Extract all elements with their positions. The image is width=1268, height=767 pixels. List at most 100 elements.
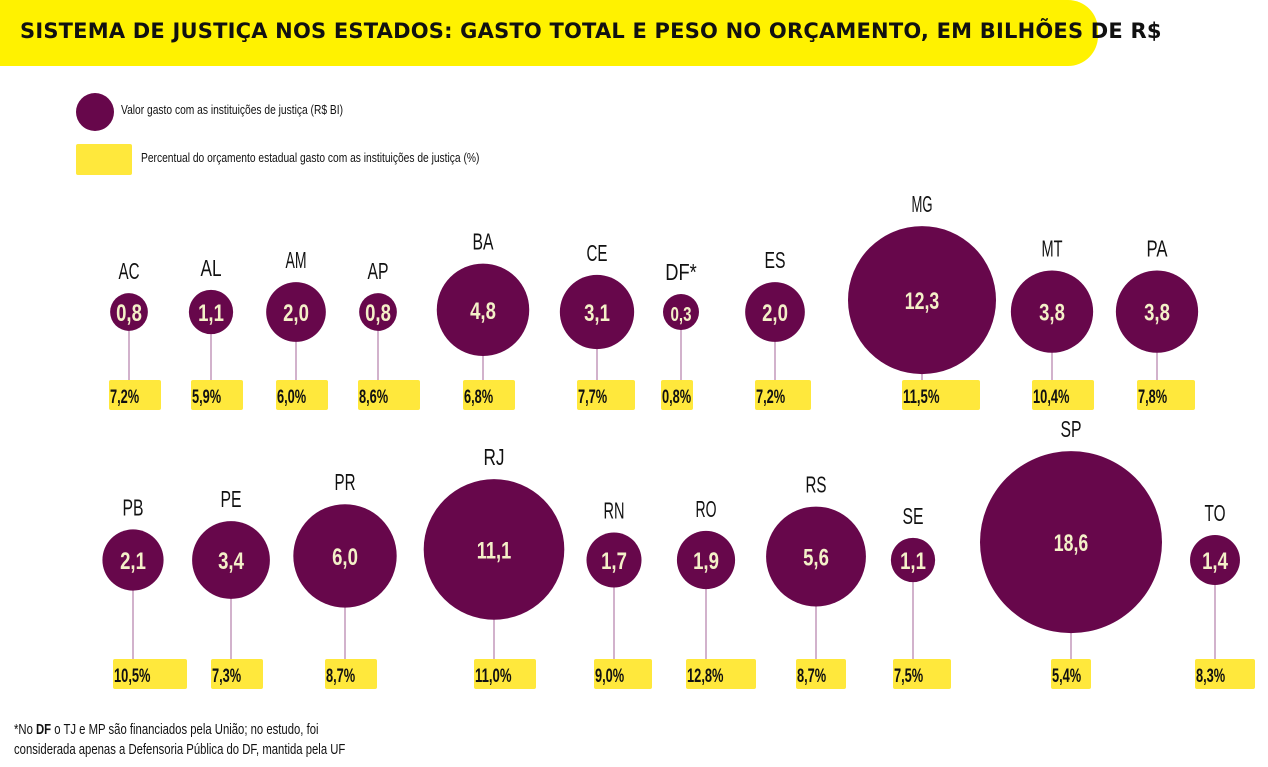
pct-box (796, 659, 846, 689)
pct-box (463, 380, 515, 410)
pct-box (1137, 380, 1195, 410)
state-label: SE (903, 503, 924, 529)
state-label: AM (286, 247, 307, 273)
value-label: 2,1 (120, 548, 146, 575)
state-label: PB (123, 494, 144, 520)
bubble-rs (766, 506, 866, 607)
state-label: MT (1042, 235, 1063, 261)
state-label: DF* (665, 259, 697, 285)
value-label: 11,1 (477, 537, 511, 564)
bubble-mg (848, 226, 996, 375)
pct-box (755, 380, 811, 410)
bubble-mt (1010, 270, 1094, 353)
value-label: 1,1 (198, 300, 224, 327)
value-label: 4,8 (470, 298, 496, 325)
footnote-bold: DF (36, 722, 52, 738)
bubble-ce (559, 274, 635, 350)
value-label: 3,8 (1144, 300, 1170, 327)
state-label: RJ (484, 444, 505, 470)
bubble-to (1190, 535, 1240, 585)
pct-label: 8,7% (326, 666, 355, 687)
pct-box (1195, 659, 1255, 689)
state-label: AP (368, 258, 389, 284)
value-label: 2,0 (762, 300, 788, 327)
bubble-pb (102, 529, 164, 591)
pct-box (902, 380, 980, 410)
bubble-se (890, 537, 936, 583)
pct-label: 8,6% (359, 387, 388, 408)
state-label: TO (1205, 500, 1226, 526)
legend-circle-swatch (76, 93, 114, 131)
pct-box (577, 380, 635, 410)
state-label: PR (335, 469, 356, 495)
pct-label: 5,9% (192, 387, 221, 408)
pct-label: 6,0% (277, 387, 306, 408)
footnote-prefix: *No (14, 722, 37, 738)
value-label: 5,6 (803, 545, 829, 572)
bubble-am (266, 282, 326, 342)
state-label: AC (119, 258, 140, 284)
bubble-rj (423, 479, 565, 620)
value-label: 2,0 (283, 300, 309, 327)
pct-box (474, 659, 536, 689)
bubble-sp (980, 451, 1162, 634)
pct-label: 0,8% (662, 387, 691, 408)
state-label: CE (587, 240, 608, 266)
pct-label: 11,0% (475, 666, 512, 687)
legend-rect-swatch (76, 144, 132, 175)
state-label: RN (604, 497, 625, 523)
value-label: 1,7 (601, 548, 627, 575)
pct-label: 8,7% (797, 666, 826, 687)
pct-label: 7,7% (578, 387, 607, 408)
bubble-ba (436, 263, 530, 357)
footnote-line1-rest: o TJ e MP são financiados pela União; no… (51, 722, 319, 738)
state-label: RS (806, 472, 827, 498)
value-label: 3,8 (1039, 300, 1065, 327)
pct-box (113, 659, 187, 689)
pct-box (594, 659, 652, 689)
pct-label: 7,8% (1138, 387, 1167, 408)
pct-label: 12,8% (687, 666, 724, 687)
pct-label: 7,5% (894, 666, 923, 687)
title-banner: SISTEMA DE JUSTIÇA NOS ESTADOS: GASTO TO… (0, 0, 1161, 66)
bubble-al (188, 289, 234, 335)
value-label: 0,3 (671, 304, 692, 326)
state-label: MG (912, 191, 933, 217)
legend-circle-label: Valor gasto com as instituições de justi… (121, 103, 343, 117)
bubble-es (745, 282, 805, 342)
pct-box (893, 659, 951, 689)
pct-box (276, 380, 328, 410)
bubble-pe (192, 521, 270, 599)
bubble-ro (676, 530, 736, 590)
pct-label: 10,4% (1033, 387, 1070, 408)
value-label: 6,0 (332, 544, 358, 571)
state-label: PE (221, 486, 242, 512)
pct-box (191, 380, 243, 410)
value-label: 0,8 (116, 300, 142, 327)
pct-box (1051, 659, 1091, 689)
pct-box (686, 659, 756, 689)
pct-label: 7,2% (756, 387, 785, 408)
state-label: ES (765, 247, 786, 273)
pct-label: 6,8% (464, 387, 493, 408)
pct-label: 7,2% (110, 387, 139, 408)
pct-box (661, 380, 693, 410)
pct-label: 5,4% (1052, 666, 1081, 687)
footnote-line-2: considerada apenas a Defensoria Pública … (14, 742, 346, 758)
pct-box (109, 380, 161, 410)
bubble-pa (1115, 270, 1199, 353)
state-label: BA (473, 229, 494, 255)
footnote: *No DF o TJ e MP são financiados pela Un… (14, 720, 345, 760)
value-label: 1,4 (1202, 548, 1228, 575)
pct-label: 9,0% (595, 666, 624, 687)
pct-label: 11,5% (903, 387, 940, 408)
footnote-line-1: *No DF o TJ e MP são financiados pela Un… (14, 720, 345, 740)
pct-box (325, 659, 377, 689)
state-label: SP (1061, 416, 1082, 442)
pct-label: 10,5% (114, 666, 151, 687)
value-label: 3,4 (218, 548, 244, 575)
state-label: RO (696, 496, 717, 522)
chart-title: SISTEMA DE JUSTIÇA NOS ESTADOS: GASTO TO… (20, 19, 1162, 43)
value-label: 12,3 (905, 288, 939, 315)
pct-label: 8,3% (1196, 666, 1225, 687)
